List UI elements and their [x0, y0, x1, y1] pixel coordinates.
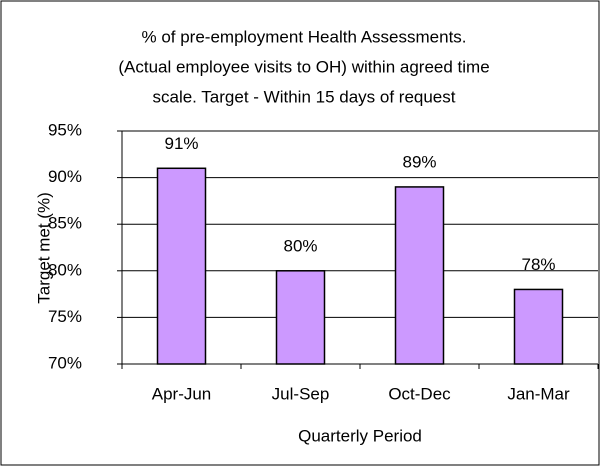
bar	[275, 270, 326, 365]
x-axis-label: Quarterly Period	[298, 426, 422, 445]
y-tick-label: 70%	[48, 353, 82, 372]
y-axis-label: Target met (%)	[34, 192, 53, 303]
chart-title: (Actual employee visits to OH) within ag…	[118, 57, 489, 76]
bar	[156, 167, 207, 365]
x-tick-label: Jan-Mar	[507, 384, 570, 403]
y-tick-label: 75%	[48, 307, 82, 326]
value-label: 89%	[402, 152, 436, 171]
bar	[513, 288, 564, 365]
value-label: 78%	[521, 255, 555, 274]
x-tick-label: Oct-Dec	[388, 384, 451, 403]
chart-title: % of pre-employment Health Assessments.	[141, 27, 466, 46]
y-tick-label: 95%	[48, 120, 82, 139]
y-tick-label: 80%	[48, 260, 82, 279]
value-label: 80%	[283, 236, 317, 255]
value-label: 91%	[164, 134, 198, 153]
bar	[394, 186, 445, 365]
x-tick-label: Jul-Sep	[272, 384, 330, 403]
chart-title: scale. Target - Within 15 days of reques…	[152, 87, 455, 106]
x-tick-label: Apr-Jun	[152, 384, 212, 403]
y-tick-label: 85%	[48, 214, 82, 233]
y-tick-label: 90%	[48, 167, 82, 186]
